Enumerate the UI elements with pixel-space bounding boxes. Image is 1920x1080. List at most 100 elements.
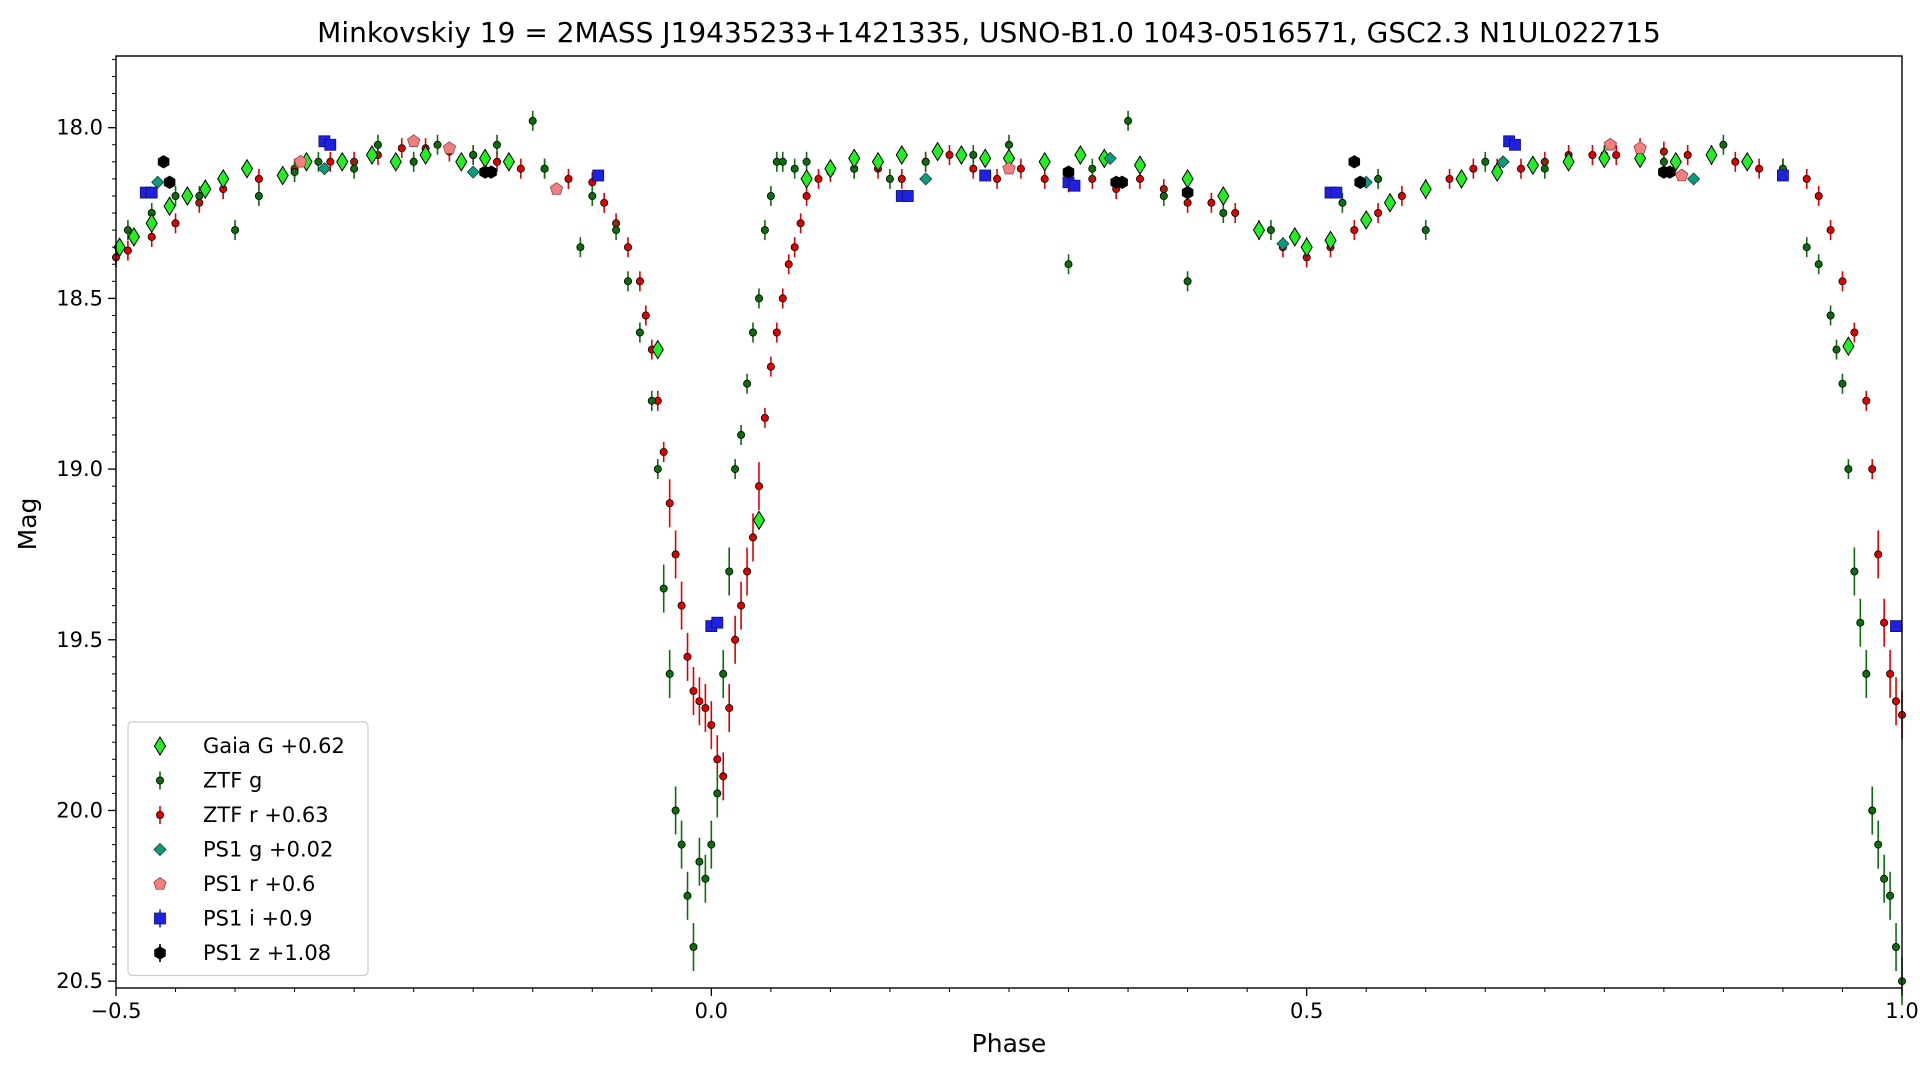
data-point xyxy=(1136,174,1144,183)
data-point xyxy=(1183,277,1192,286)
data-point xyxy=(1338,198,1347,207)
data-point xyxy=(1886,891,1895,900)
data-point xyxy=(711,616,724,629)
legend-label: PS1 r +0.6 xyxy=(203,872,315,896)
data-point xyxy=(612,226,621,235)
series-0 xyxy=(113,141,1855,531)
data-point xyxy=(254,174,263,183)
data-point xyxy=(659,448,668,456)
data-point xyxy=(677,840,686,849)
data-point xyxy=(1354,175,1366,189)
data-point xyxy=(324,138,337,151)
data-point xyxy=(1687,172,1701,186)
data-point xyxy=(731,465,740,474)
data-point xyxy=(1633,141,1647,154)
data-point xyxy=(1469,164,1478,173)
plot-frame xyxy=(115,55,1903,989)
data-point xyxy=(1526,155,1539,176)
data-point xyxy=(276,165,289,186)
data-point xyxy=(1838,277,1847,286)
legend-entry: ZTF g xyxy=(156,769,262,793)
data-point xyxy=(755,294,763,303)
data-point xyxy=(752,510,766,531)
data-point xyxy=(1826,311,1835,320)
data-point xyxy=(800,168,813,189)
data-point xyxy=(1374,209,1383,217)
data-point xyxy=(1540,164,1549,173)
data-point xyxy=(1276,237,1290,251)
data-point xyxy=(442,141,457,154)
legend-entry: PS1 i +0.9 xyxy=(154,907,313,931)
legend-entry: PS1 z +1.08 xyxy=(154,941,331,965)
series-2 xyxy=(112,138,1906,801)
data-point xyxy=(749,328,757,337)
data-point xyxy=(1509,138,1521,151)
data-point xyxy=(540,164,549,173)
data-point xyxy=(624,243,632,252)
y-tick-label: 20.0 xyxy=(56,798,103,822)
data-point xyxy=(1719,140,1728,149)
legend-label: Gaia G +0.62 xyxy=(203,734,345,758)
x-tick-label: 1.0 xyxy=(1885,999,1918,1023)
data-point xyxy=(1496,155,1510,169)
data-point xyxy=(397,144,406,153)
legend-marker xyxy=(154,946,166,960)
data-point xyxy=(217,168,230,189)
data-point xyxy=(1874,550,1883,559)
data-point xyxy=(1360,209,1373,230)
data-point xyxy=(824,158,837,179)
data-point xyxy=(1832,345,1841,354)
data-point xyxy=(1219,209,1228,217)
data-point xyxy=(1491,162,1504,183)
data-point xyxy=(1002,161,1016,175)
data-point xyxy=(127,226,140,247)
data-point xyxy=(469,151,478,159)
data-point xyxy=(240,158,254,179)
data-point xyxy=(1068,179,1081,192)
data-point xyxy=(373,140,382,149)
data-point xyxy=(147,232,156,241)
data-point xyxy=(1842,336,1855,357)
legend-label: PS1 z +1.08 xyxy=(203,941,331,965)
data-point xyxy=(1419,179,1432,200)
data-point xyxy=(1705,145,1718,165)
data-point xyxy=(576,243,585,252)
legend-marker xyxy=(153,736,167,756)
data-point xyxy=(1814,192,1823,200)
data-point xyxy=(772,328,781,337)
data-point xyxy=(1348,155,1361,169)
y-tick-label: 19.5 xyxy=(56,628,103,652)
data-point xyxy=(389,151,402,172)
data-point xyxy=(231,226,240,235)
y-axis-label: Mag xyxy=(13,498,42,551)
data-point xyxy=(707,840,716,849)
legend-entry: PS1 g +0.02 xyxy=(153,838,333,862)
data-point xyxy=(290,168,299,177)
data-point xyxy=(1874,840,1883,849)
data-point xyxy=(1892,697,1900,706)
data-point xyxy=(778,294,787,303)
data-point xyxy=(731,635,740,644)
x-axis-label: Phase xyxy=(972,1029,1047,1058)
data-point xyxy=(790,243,799,252)
data-point xyxy=(1664,165,1676,179)
data-point xyxy=(671,550,680,559)
data-point xyxy=(1040,174,1049,183)
data-point xyxy=(1741,151,1754,172)
data-point xyxy=(1802,243,1811,252)
data-point xyxy=(549,182,564,195)
data-point xyxy=(502,151,515,172)
data-point xyxy=(695,697,704,706)
data-point xyxy=(713,789,722,798)
chart-title: Minkovskiy 19 = 2MASS J19435233+1421335,… xyxy=(317,16,1661,49)
data-point xyxy=(689,687,698,695)
legend-label: PS1 i +0.9 xyxy=(203,907,313,931)
legend-entry: ZTF r +0.63 xyxy=(156,803,329,827)
data-point xyxy=(1886,669,1895,678)
data-point xyxy=(1350,226,1359,235)
data-point xyxy=(1421,226,1430,235)
data-point xyxy=(1088,164,1097,173)
data-point xyxy=(123,246,132,255)
data-point xyxy=(1862,669,1871,678)
